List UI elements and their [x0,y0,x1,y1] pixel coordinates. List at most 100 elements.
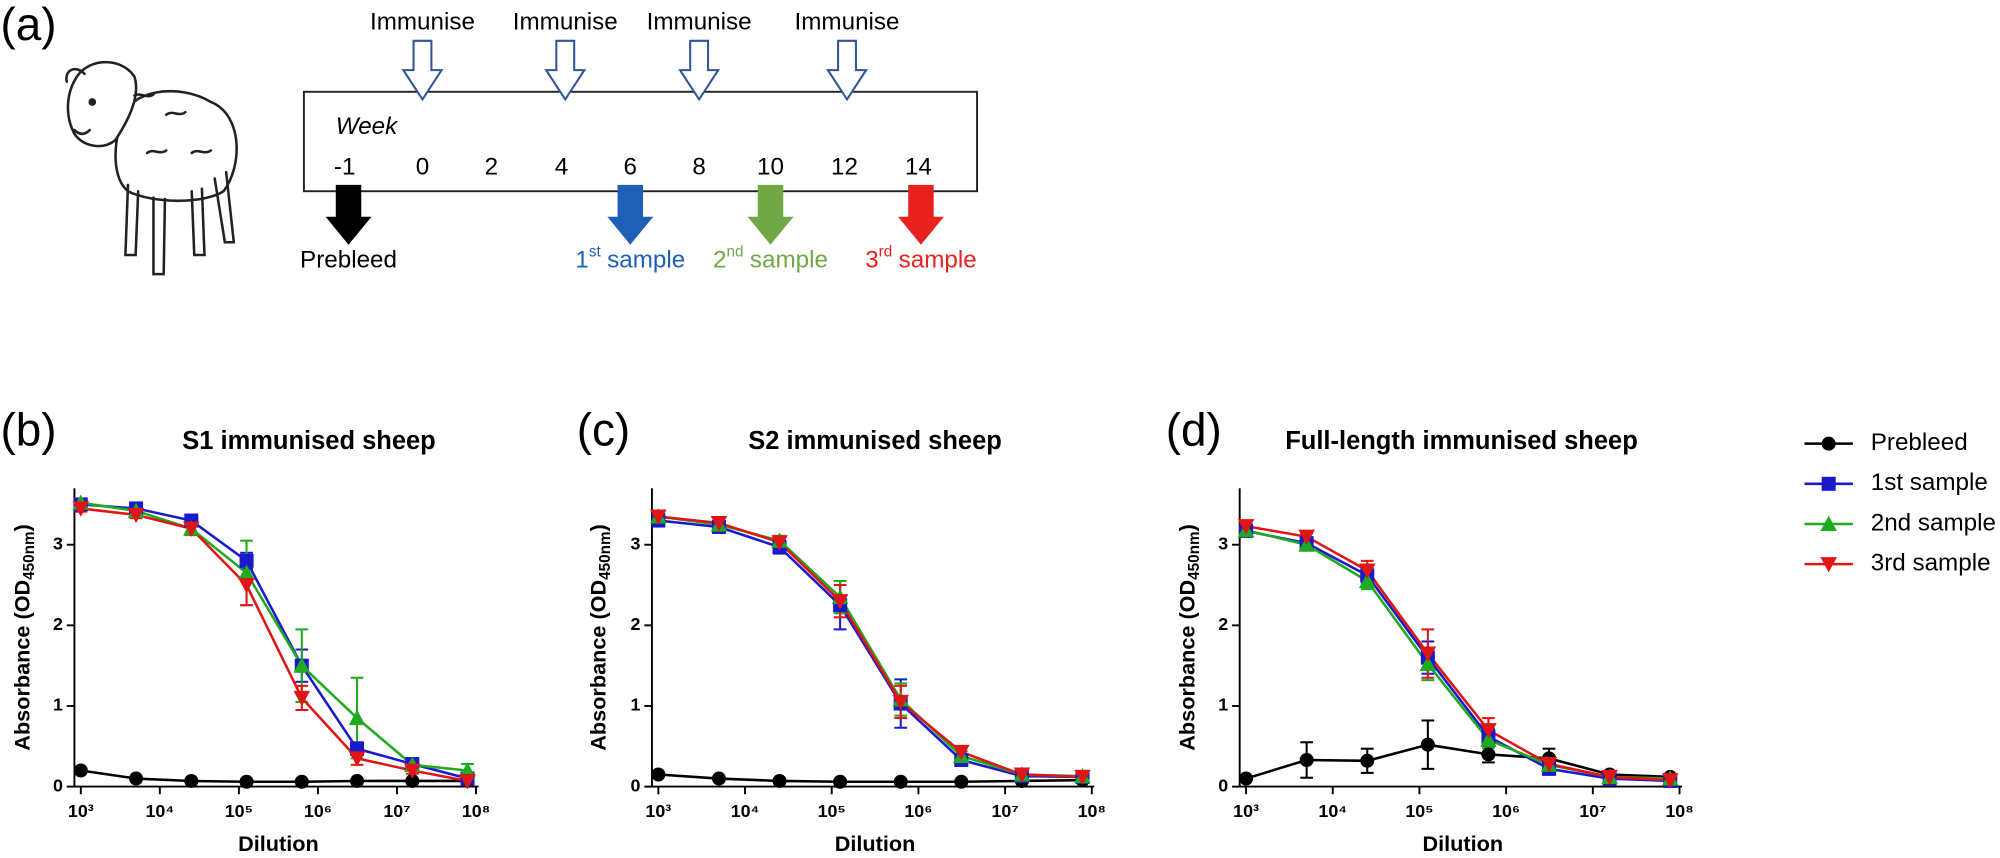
week-number: 14 [905,154,932,181]
y-tick-label: 3 [631,533,641,553]
x-tick-label: 10⁴ [731,801,760,821]
y-label-sub: 450nm [21,531,38,579]
x-axis-label: Dilution [1422,831,1503,856]
x-tick-label: 10⁷ [383,801,410,821]
x-tick-label: 10⁶ [904,801,932,821]
marker [711,771,726,786]
marker [350,773,365,788]
panel-label: (d) [1166,404,1222,456]
y-label-sub: 450nm [597,531,614,579]
x-tick-label: 10⁵ [818,801,846,821]
marker [892,694,909,711]
y-label-end: ) [1174,524,1199,531]
sample-ordinal: 2 [713,247,726,274]
marker [405,773,420,788]
marker [1358,572,1376,589]
series-line [658,773,1083,784]
week-label: Week [336,113,399,140]
marker [1360,753,1375,768]
x-tick-label: 10³ [68,801,94,821]
panel-label: (a) [0,0,56,50]
open-arrow [401,39,444,102]
x-axis-label: Dilution [835,831,916,856]
legend-label: 1st sample [1871,469,1988,496]
marker [1298,529,1315,545]
marker [1540,757,1558,773]
open-arrow [826,39,869,102]
legend-label: Prebleed [1871,429,1968,456]
series-line [80,501,468,772]
marker [650,509,667,525]
week-number: 4 [555,154,568,181]
x-tick-label: 10⁸ [462,801,490,821]
x-tick-label: 10³ [1233,801,1259,821]
marker [831,594,849,610]
legend-marker [1821,476,1836,491]
x-tick-label: 10⁵ [1405,801,1433,821]
marker [459,762,476,778]
y-axis-label: Absorbance (OD450nm) [1174,524,1203,751]
chart-panel: (b) S1 immunised sheep Dilution Absorbance … [0,404,490,856]
y-tick-label: 2 [53,614,63,634]
y-label-end: ) [9,524,34,531]
x-tick-label: 10⁵ [225,801,253,821]
marker [294,774,309,789]
immunise-label: Immunise [513,8,618,35]
legend-marker [1821,436,1836,451]
marker [238,578,255,594]
marker [1601,769,1618,786]
marker [1480,723,1497,739]
open-arrow [678,39,721,102]
marker [772,773,787,788]
x-tick-label: 10⁷ [1579,801,1606,821]
marker [293,690,311,707]
sample-text: sample [899,247,977,274]
x-tick-label: 10⁶ [1492,801,1520,821]
immunise-label: Immunise [795,8,900,35]
marker [1481,747,1496,762]
x-tick-label: 10⁴ [146,801,175,821]
sample-arrow [898,184,944,245]
marker [73,763,88,778]
panel-label: (c) [577,404,631,456]
x-tick-label: 10⁷ [992,801,1019,821]
legend-label: 3rd sample [1871,550,1991,577]
marker [127,507,145,524]
marker [459,773,476,790]
marker [239,553,254,568]
marker [1013,767,1031,783]
marker [1480,731,1497,747]
y-label-main: Absorbance (OD [1174,580,1199,751]
series-line [658,515,1083,778]
marker [404,763,421,779]
sheep-drawing [65,61,238,276]
sample-label: Prebleed [300,247,397,274]
y-axis-label: Absorbance (OD450nm) [585,524,614,751]
marker [184,773,199,788]
marker [1299,752,1314,768]
marker [1358,563,1376,579]
sample-suffix: nd [727,243,744,260]
sample-suffix: st [589,243,602,260]
series-line [658,519,1083,779]
x-tick-label: 10⁸ [1665,801,1693,821]
chart-panel: (d) Full-length immunised sheep Dilution Ab… [1166,404,1694,856]
marker [1237,519,1255,535]
y-label-end: ) [585,524,610,531]
marker [771,535,788,551]
y-tick-label: 0 [1218,775,1228,795]
marker [954,774,969,789]
marker [710,515,728,532]
chart-panel: (c) S2 immunised sheep Dilution Absorbance … [577,404,1106,856]
week-number: 2 [485,154,498,181]
y-tick-label: 1 [1218,695,1228,715]
series-line [80,503,468,780]
y-label-main: Absorbance (OD [9,580,34,751]
marker [1239,771,1254,786]
week-number: 0 [416,154,429,181]
sample-label: 3rd sample [865,243,977,273]
y-tick-label: 2 [1218,614,1228,634]
legend-marker [1820,515,1837,531]
chart-title: Full-length immunised sheep [1285,427,1638,455]
